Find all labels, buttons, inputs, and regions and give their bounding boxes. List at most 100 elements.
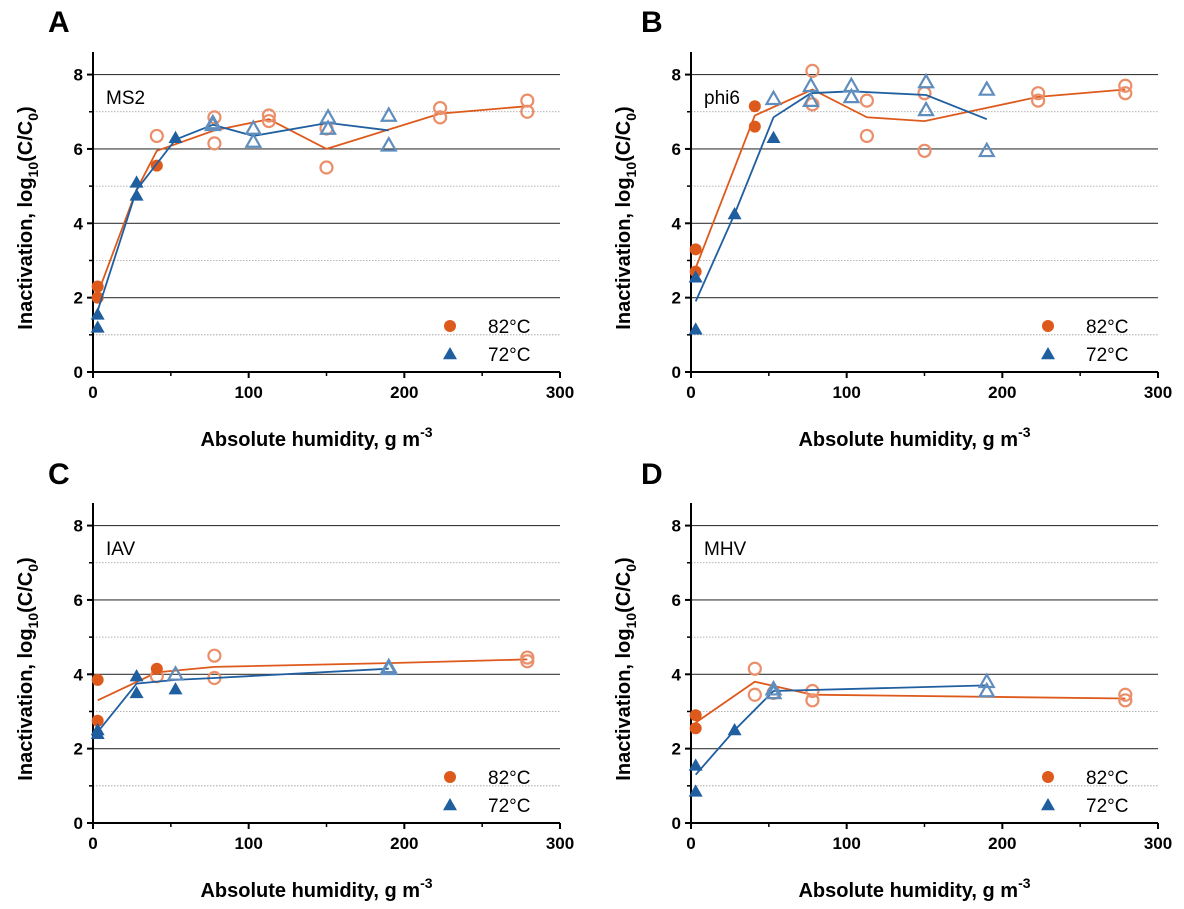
legend-marker-82c [444,771,456,783]
data-point-open [208,650,220,662]
panel-letter: B [641,6,663,39]
data-point-open [1119,87,1131,99]
x-axis-label: Absolute humidity, g m-3 [200,424,432,451]
y-axis-label-part: ) [613,557,635,564]
x-axis-label: Absolute humidity, g m-3 [798,424,1030,451]
legend-marker-82c [1042,771,1054,783]
data-point-open [749,689,761,701]
x-tick-label: 200 [988,834,1016,853]
legend-marker-82c [444,320,456,332]
y-axis-label-part: Inactivation, log [613,628,635,780]
panel-b: 024680 100 200 300Absolute humidity, g m-3I… [613,6,1172,451]
y-axis-label-part: (C/C [15,121,37,162]
data-point-open [208,137,220,149]
legend-label: 72°C [1086,345,1128,366]
x-tick-label: 200 [988,383,1016,402]
data-point-open [919,75,933,87]
data-point-filled [749,121,761,133]
fit-line [696,91,987,301]
y-tick-label: 4 [672,665,682,684]
y-tick-label: 8 [74,66,83,85]
legend-marker-72c [443,798,457,810]
panel-a: 024680 100 200 300Absolute humidity, g m-3I… [15,6,574,451]
legend-label: 72°C [1086,796,1128,817]
x-axis-label-text: Absolute humidity, g m [798,429,1018,451]
panel-letter: D [641,458,663,491]
x-tick-label: 100 [234,834,262,853]
data-point-filled [130,188,144,200]
data-point-open [246,135,260,147]
data-point-filled [728,207,742,219]
y-axis-label-part: 10 [25,613,41,629]
y-axis-label: Inactivation, log10(C/C0) [15,106,41,329]
y-tick-label: 6 [672,591,681,610]
x-tick-label: 0 [686,383,695,402]
virus-label: MS2 [106,88,145,109]
y-tick-label: 6 [74,591,83,610]
x-tick-label: 100 [234,383,262,402]
series-82c: 82°C [690,65,1132,338]
x-tick-label: 100 [832,834,860,853]
fit-line [696,685,987,774]
y-axis-label: Inactivation, log10(C/C0) [15,557,41,780]
x-tick-label: 300 [1144,834,1172,853]
series-82c: 82°C [92,95,534,338]
virus-label: phi6 [704,88,740,109]
x-tick-label: 200 [390,383,418,402]
series-72c: 72°C [91,660,531,817]
y-axis-label-part: (C/C [613,572,635,613]
x-tick-label: 0 [88,834,97,853]
data-point-filled [92,674,104,686]
x-tick-label: 300 [1144,383,1172,402]
x-tick-label: 0 [88,383,97,402]
legend-label: 72°C [488,345,530,366]
data-point-open [980,82,994,94]
x-axis-label-sup: -3 [420,875,433,891]
data-point-open [919,103,933,115]
y-axis-label-part: ) [15,557,37,564]
x-axis-label-text: Absolute humidity, g m [200,880,420,902]
data-point-filled [749,100,761,112]
y-tick-label: 6 [74,140,83,159]
data-point-open [861,130,873,142]
legend-marker-72c [1041,798,1055,810]
fit-line [696,90,1126,268]
y-tick-label: 0 [672,363,681,382]
series-72c: 72°C [689,75,1129,366]
fit-line [98,123,389,311]
y-tick-label: 0 [672,814,681,833]
y-tick-label: 2 [74,740,83,759]
data-point-open [919,145,931,157]
series-82c: 82°C [92,650,534,789]
x-axis-label-sup: -3 [1018,875,1031,891]
data-point-filled [690,709,702,721]
y-tick-label: 8 [672,517,681,536]
data-point-filled [767,131,781,143]
y-tick-label: 2 [672,740,681,759]
data-point-open [861,95,873,107]
legend-label: 82°C [1086,317,1128,338]
y-axis-label-part: Inactivation, log [15,628,37,780]
y-tick-label: 8 [74,517,83,536]
x-axis-label-text: Absolute humidity, g m [798,880,1018,902]
panel-c: 024680 100 200 300Absolute humidity, g m-3I… [15,458,574,902]
data-point-open [919,87,931,99]
y-axis-label-part: (C/C [613,121,635,162]
x-axis-label: Absolute humidity, g m-3 [798,875,1030,902]
x-axis-label: Absolute humidity, g m-3 [200,875,432,902]
y-tick-label: 0 [74,363,83,382]
x-tick-label: 0 [686,834,695,853]
data-point-filled [130,669,144,681]
data-point-filled [92,280,104,292]
x-axis-label-sup: -3 [1018,424,1031,440]
virus-label: IAV [106,539,136,560]
data-point-open [169,667,183,679]
data-point-filled [690,243,702,255]
y-axis-label-part: (C/C [15,572,37,613]
y-axis-label-part: 10 [25,162,41,178]
y-tick-label: 2 [672,289,681,308]
x-tick-label: 300 [546,383,574,402]
data-point-open [151,130,163,142]
x-tick-label: 300 [546,834,574,853]
legend-label: 82°C [488,768,530,789]
